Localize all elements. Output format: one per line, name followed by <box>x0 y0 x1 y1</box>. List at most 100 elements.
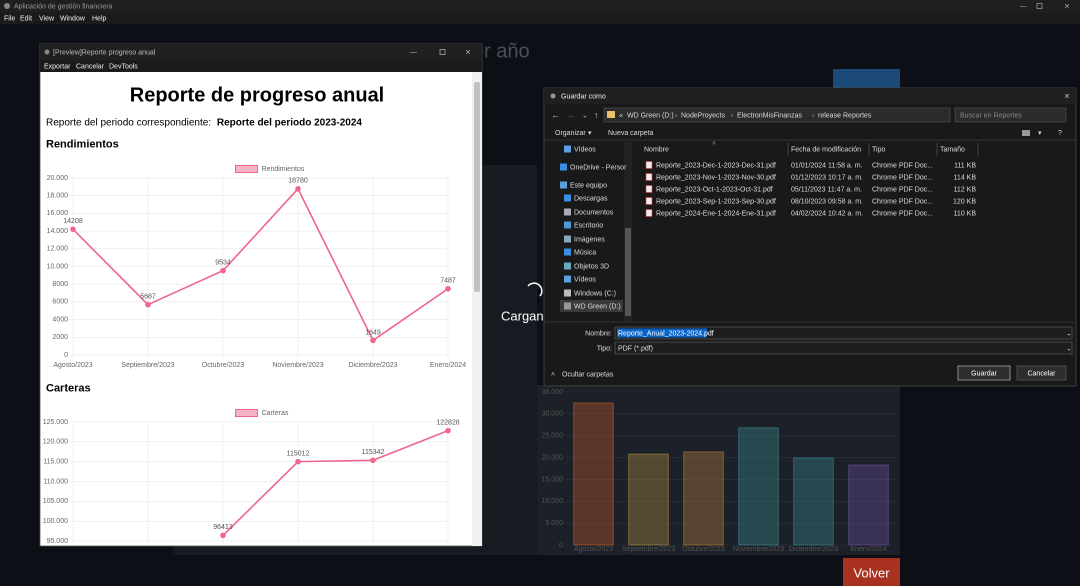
scrollbar[interactable] <box>472 72 482 546</box>
file-list: Nombre Fecha de modificación Tipo Tamaño ˄ Re… <box>644 140 979 217</box>
legend-swatch <box>235 165 258 173</box>
file-cell: Chrome PDF Doc... <box>872 186 933 193</box>
y-tick-label: 6000 <box>52 299 68 306</box>
menu-item[interactable]: Help <box>92 15 107 22</box>
column-header[interactable]: Fecha de modificación <box>791 146 861 153</box>
menu-item[interactable]: Exportar <box>44 63 71 70</box>
x-tick-label: Enero/2024 <box>850 546 886 553</box>
name-label: Nombre: <box>585 330 612 337</box>
maximize[interactable] <box>439 49 446 55</box>
file-cell[interactable]: Reporte_2023-Sep-1-2023-Sep-30.pdf <box>656 198 776 205</box>
nav-scroll-thumb[interactable] <box>625 228 631 316</box>
preview-title: [Preview]Reporte progreso anual <box>53 49 156 56</box>
minimize[interactable]: — <box>1020 3 1027 10</box>
breadcrumb[interactable]: ElectronMisFinanzas <box>737 112 802 119</box>
name-input[interactable] <box>614 326 1073 340</box>
menu-item[interactable]: Edit <box>20 15 32 22</box>
breadcrumb[interactable]: Reportes <box>843 112 872 119</box>
nav-pane: Vídeos OneDrive - Persor Este equipo Descar… <box>560 145 627 310</box>
file-cell[interactable]: Reporte_2023-Dec-1-2023-Dec-31.pdf <box>656 162 776 169</box>
y-tick-label: 125.000 <box>43 419 68 426</box>
bg-heading: r año <box>484 40 530 62</box>
nav-icon <box>564 208 571 216</box>
name-value[interactable]: Reporte_Anual_2023-2024.pdf <box>618 330 714 337</box>
bar <box>848 464 889 546</box>
file-cell: 05/11/2023 11:47 a. m. <box>791 186 862 193</box>
nav-item[interactable]: Documentos <box>574 209 614 216</box>
column-header[interactable]: Tamaño <box>940 146 965 153</box>
view-toggle[interactable] <box>1022 130 1030 136</box>
hide-folders[interactable]: Ocultar carpetas <box>562 371 614 378</box>
type-select[interactable] <box>614 341 1073 355</box>
close[interactable]: ✕ <box>1064 93 1070 100</box>
organize-button[interactable]: Organizar <box>555 130 586 137</box>
file-cell: 110 KB <box>954 210 977 217</box>
new-folder-button[interactable]: Nueva carpeta <box>608 130 654 137</box>
nav-item[interactable]: Vídeos <box>574 276 596 283</box>
app-title: Aplicación de gestión financiera <box>14 3 113 10</box>
nav-item[interactable]: Windows (C:) <box>574 290 616 297</box>
close[interactable]: ✕ <box>1064 3 1070 10</box>
back-button[interactable] <box>843 558 900 586</box>
y-tick-label: 5.000 <box>545 520 563 527</box>
search-box[interactable] <box>954 107 1067 123</box>
menu-item[interactable]: Cancelar <box>76 63 105 70</box>
nav-item[interactable]: WD Green (D:) <box>574 303 621 310</box>
column-header[interactable]: Tipo <box>872 146 885 153</box>
cancel-button-label[interactable]: Cancelar <box>1027 370 1056 377</box>
nav-icon <box>564 289 571 297</box>
nav-item[interactable]: Vídeos <box>574 146 596 153</box>
file-cell: Chrome PDF Doc... <box>872 198 933 205</box>
close[interactable]: ✕ <box>465 49 471 56</box>
file-cell: Chrome PDF Doc... <box>872 174 933 181</box>
breadcrumb[interactable]: NodeProyects <box>681 112 725 119</box>
bar <box>793 457 834 546</box>
recent[interactable]: ⌄ <box>582 112 588 119</box>
up[interactable]: ↑ <box>594 110 599 120</box>
nav-icon <box>564 194 571 202</box>
type-value[interactable]: PDF (*.pdf) <box>618 345 653 352</box>
nav-item[interactable]: Escritorio <box>574 222 603 229</box>
nav-item[interactable]: Imágenes <box>574 236 605 243</box>
forward[interactable]: → <box>566 110 575 120</box>
maximize[interactable] <box>1036 3 1043 9</box>
line-chart: 0 2000 4000 6000 8000 10.000 12.000 14.000 16.00… <box>47 165 466 369</box>
x-tick-label: Noviembre/2023 <box>733 546 784 553</box>
spinner <box>527 282 543 297</box>
nav-item[interactable]: Este equipo <box>570 182 607 189</box>
preview-titlebar <box>40 44 482 60</box>
dropdown-arrow: ⌄ <box>1066 330 1072 337</box>
menu-item[interactable]: DevTools <box>109 63 138 70</box>
breadcrumb[interactable]: release <box>818 112 841 119</box>
file-cell[interactable]: Reporte_2024-Ene-1-2024-Ene-31.pdf <box>656 210 776 217</box>
menu-item[interactable]: Window <box>60 15 86 22</box>
minimize[interactable]: — <box>410 49 417 56</box>
path-separator: « <box>619 112 623 119</box>
nav-item[interactable]: OneDrive - Persor <box>570 164 627 171</box>
data-point <box>295 458 301 465</box>
file-cell[interactable]: Reporte_2023-Nov-1-2023-Nov-30.pdf <box>656 174 776 181</box>
address-bar[interactable] <box>603 107 951 123</box>
x-tick-label: Octubre/2023 <box>202 362 245 369</box>
menu-item[interactable]: File <box>4 15 15 22</box>
help-button[interactable]: ? <box>1058 130 1062 137</box>
nav-item[interactable]: Objetos 3D <box>574 263 609 270</box>
search-placeholder[interactable]: Buscar en Reportes <box>960 112 1022 119</box>
y-tick-label: 30.000 <box>542 411 564 418</box>
cancel-button[interactable] <box>1016 365 1067 381</box>
file-cell: 112 KB <box>954 186 977 193</box>
column-header[interactable]: Nombre <box>644 146 669 153</box>
data-label: 115342 <box>362 449 385 456</box>
back[interactable]: ← <box>551 110 560 120</box>
save-button-label[interactable]: Guardar <box>971 370 997 377</box>
nav-item[interactable]: Descargas <box>574 195 608 202</box>
menu-item[interactable]: View <box>39 15 55 22</box>
scroll-thumb[interactable] <box>474 82 480 292</box>
nav-icon <box>560 181 567 189</box>
y-tick-label: 115.000 <box>43 459 68 466</box>
back-button-label[interactable]: Volver <box>853 565 890 580</box>
breadcrumb[interactable]: WD Green (D:) <box>627 112 674 119</box>
file-cell[interactable]: Reporte_2023-Oct-1-2023-Oct-31.pdf <box>656 186 773 193</box>
save-button[interactable] <box>957 365 1011 381</box>
nav-item[interactable]: Música <box>574 249 596 256</box>
